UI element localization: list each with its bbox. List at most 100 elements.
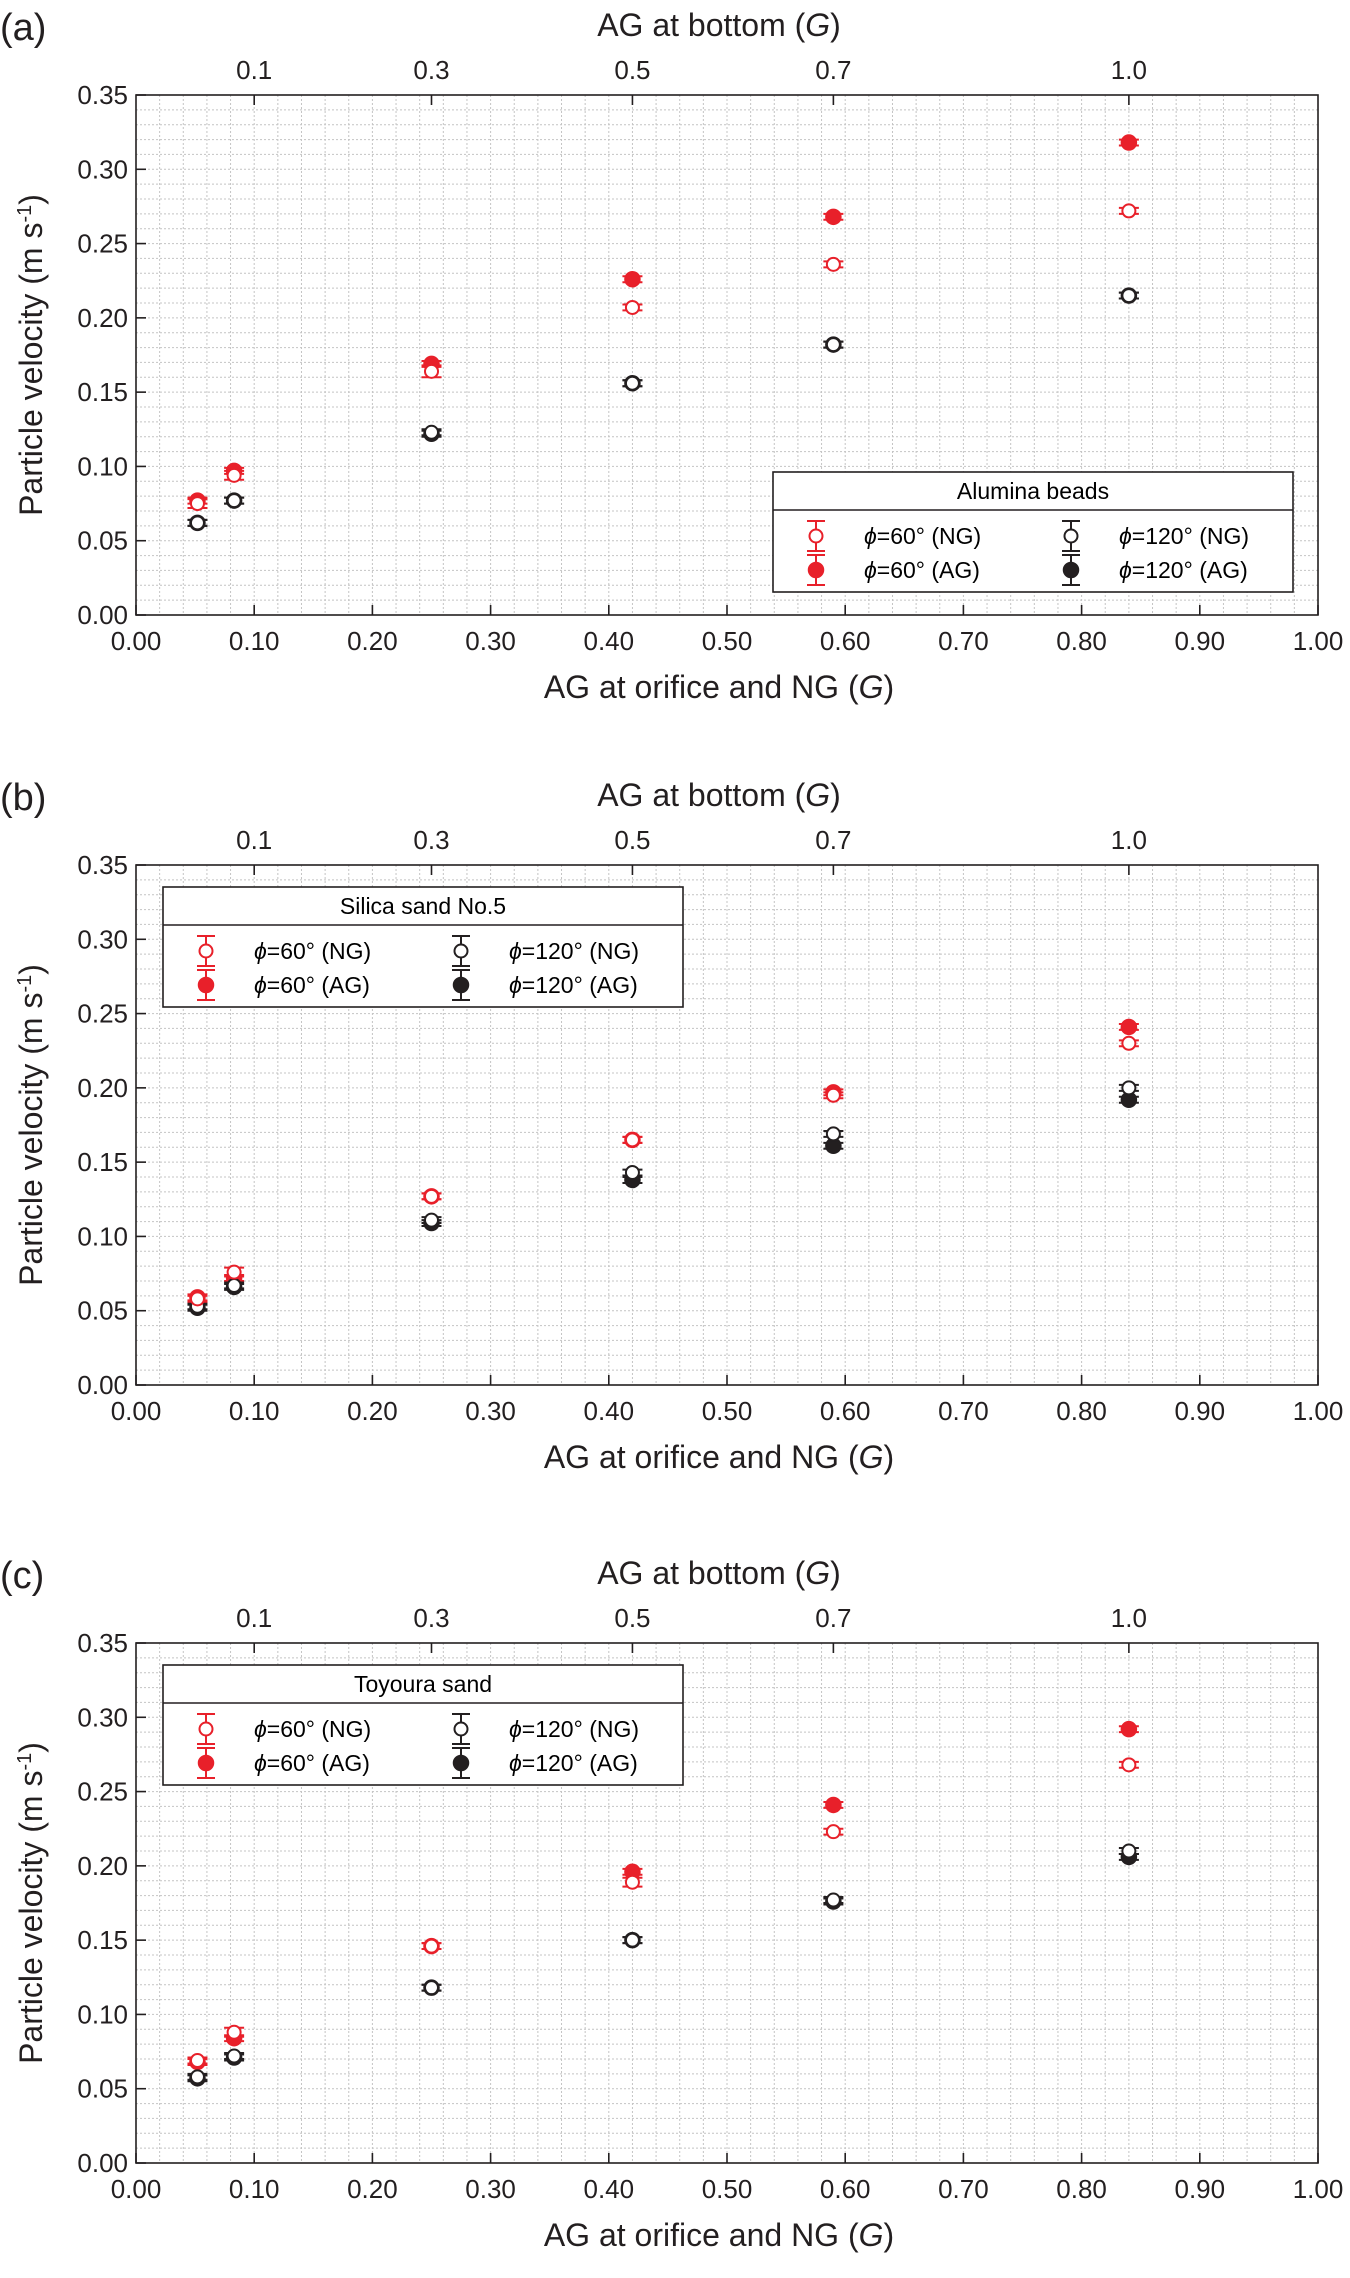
legend-label: ϕ=60° (NG): [254, 938, 371, 964]
top-tick-label: 0.1: [236, 1603, 272, 1633]
x-tick-label: 0.10: [229, 1396, 280, 1426]
x-tick-label: 0.50: [702, 2174, 753, 2204]
x-tick-label: 0.60: [820, 1396, 871, 1426]
legend-entry: ϕ=120° (NG): [452, 935, 639, 967]
top-axis-title: AG at bottom (G): [597, 1555, 841, 1591]
legend-marker: [453, 1721, 469, 1737]
y-tick-label: 0.10: [77, 451, 128, 481]
series-ϕ=120° (NG): [187, 1843, 1139, 2085]
series-ϕ=120° (AG): [187, 1848, 1139, 2087]
data-point: [825, 337, 841, 353]
legend-entry: ϕ=60° (AG): [807, 554, 980, 586]
y-tick-label: 0.35: [77, 80, 128, 110]
y-tick-label: 0.05: [77, 526, 128, 556]
series-ϕ=60° (AG): [187, 134, 1139, 509]
data-point: [1120, 1018, 1138, 1036]
top-tick-label: 0.3: [413, 825, 449, 855]
x-tick-label: 0.40: [583, 2174, 634, 2204]
legend-label: ϕ=60° (NG): [254, 1716, 371, 1742]
top-tick-label: 0.7: [815, 825, 851, 855]
top-tick-label: 0.3: [413, 55, 449, 85]
top-axis-title: AG at bottom (G): [597, 777, 841, 813]
series-ϕ=60° (NG): [187, 1757, 1139, 2068]
top-tick-label: 0.7: [815, 55, 851, 85]
x-tick-label: 0.90: [1174, 626, 1225, 656]
x-tick-label: 0.60: [820, 626, 871, 656]
data-point: [825, 256, 841, 272]
top-tick-label: 0.5: [614, 825, 650, 855]
y-tick-label: 0.15: [77, 377, 128, 407]
data-point: [189, 1291, 205, 1307]
legend-marker: [807, 561, 825, 579]
legend-entry: ϕ=60° (NG): [807, 520, 981, 552]
data-point: [424, 1212, 439, 1228]
y-tick-label: 0.15: [77, 1147, 128, 1177]
y-tick-label: 0.20: [77, 303, 128, 333]
x-tick-label: 0.50: [702, 626, 753, 656]
legend-entry: ϕ=120° (NG): [1062, 520, 1249, 552]
top-tick-label: 0.3: [413, 1603, 449, 1633]
top-axis-title: AG at bottom (G): [597, 7, 841, 43]
y-tick-label: 0.15: [77, 1925, 128, 1955]
legend-label: ϕ=120° (NG): [509, 1716, 639, 1742]
x-tick-label: 0.80: [1056, 2174, 1107, 2204]
y-tick-label: 0.20: [77, 1851, 128, 1881]
legend-box: [162, 886, 684, 1008]
y-axis-title: Particle velocity (m s-1): [13, 964, 49, 1286]
series-ϕ=120° (NG): [187, 1080, 1139, 1314]
y-tick-label: 0.30: [77, 924, 128, 954]
panel-label: (a): [0, 7, 46, 49]
y-axis-title: Particle velocity (m s-1): [13, 1742, 49, 2064]
top-tick-label: 1.0: [1111, 55, 1147, 85]
y-tick-label: 0.00: [77, 2148, 128, 2178]
y-tick-label: 0.30: [77, 154, 128, 184]
data-point: [226, 2048, 242, 2064]
legend-marker: [808, 528, 824, 544]
data-point: [226, 2024, 242, 2040]
legend: Silica sand No.5 ϕ=60° (NG) ϕ=60° (AG) ϕ=12…: [162, 886, 684, 1008]
x-tick-label: 0.90: [1174, 1396, 1225, 1426]
legend-box: [162, 1664, 684, 1786]
legend-label: ϕ=60° (AG): [254, 1750, 370, 1776]
y-tick-label: 0.35: [77, 850, 128, 880]
y-tick-label: 0.10: [77, 1221, 128, 1251]
legend-marker: [1063, 528, 1079, 544]
data-point: [624, 375, 640, 391]
x-tick-label: 0.30: [465, 626, 516, 656]
legend: Toyoura sand ϕ=60° (NG) ϕ=60° (AG) ϕ=120° (…: [162, 1664, 684, 1786]
data-point: [226, 467, 242, 483]
x-tick-label: 0.90: [1174, 2174, 1225, 2204]
legend-entry: ϕ=120° (AG): [452, 969, 638, 1001]
data-point: [1120, 134, 1138, 151]
data-point: [624, 1165, 640, 1181]
top-tick-label: 1.0: [1111, 825, 1147, 855]
top-tick-label: 0.5: [614, 1603, 650, 1633]
y-tick-label: 0.00: [77, 600, 128, 630]
legend-entry: ϕ=60° (AG): [197, 1747, 370, 1779]
y-tick-label: 0.25: [77, 999, 128, 1029]
data-point: [424, 424, 439, 440]
x-tick-label: 1.00: [1293, 626, 1344, 656]
legend-marker: [198, 943, 214, 959]
x-axis-title: AG at orifice and NG (G): [544, 2217, 894, 2253]
x-axis-title: AG at orifice and NG (G): [544, 1439, 894, 1475]
legend-label: ϕ=60° (NG): [864, 523, 981, 549]
y-tick-label: 0.20: [77, 1073, 128, 1103]
legend-marker: [197, 1754, 215, 1772]
y-axis-title: Particle velocity (m s-1): [13, 194, 49, 516]
data-point: [226, 493, 242, 509]
legend-label: ϕ=120° (NG): [509, 938, 639, 964]
x-tick-label: 0.70: [938, 1396, 989, 1426]
data-point: [825, 1087, 841, 1103]
legend: Alumina beads ϕ=60° (NG) ϕ=60° (AG) ϕ=120° …: [772, 471, 1294, 593]
data-point: [424, 1188, 439, 1204]
chart-panel-c: 0.00 0.10 0.20 0.30 0.40 0.50 0.60 0.70 0.80 0.90…: [0, 1555, 1343, 2253]
legend-entry: ϕ=120° (NG): [452, 1713, 639, 1745]
y-tick-label: 0.05: [77, 1296, 128, 1326]
x-tick-label: 0.70: [938, 626, 989, 656]
x-tick-label: 0.00: [111, 2174, 162, 2204]
x-tick-label: 0.40: [583, 626, 634, 656]
data-point: [825, 1824, 841, 1840]
data-point: [424, 363, 439, 379]
